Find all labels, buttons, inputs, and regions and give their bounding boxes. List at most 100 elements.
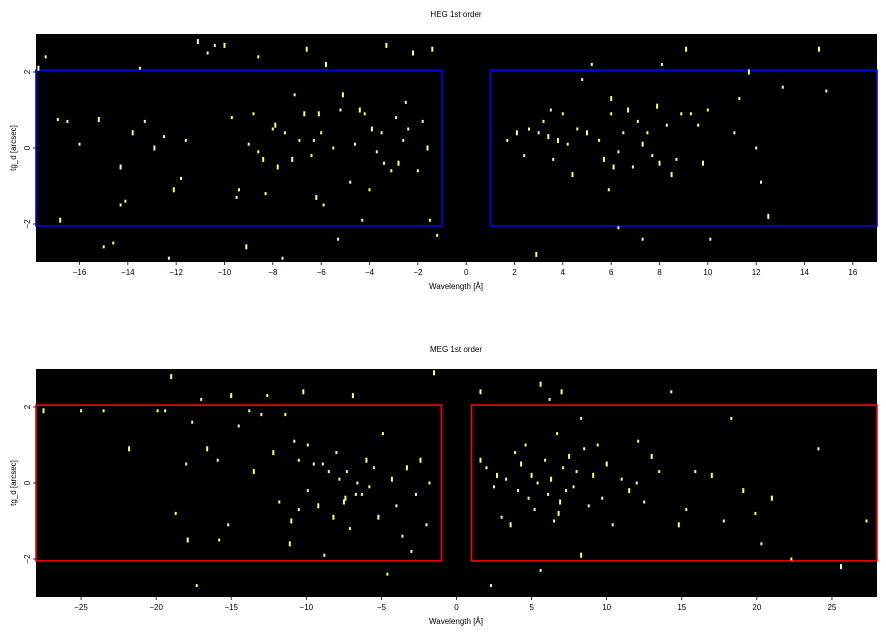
heg-point bbox=[590, 62, 593, 66]
heg-x-tick-label: −6 bbox=[317, 268, 327, 277]
meg-x-tick-label: −25 bbox=[74, 603, 88, 612]
heg-point bbox=[252, 112, 255, 116]
heg-point bbox=[385, 42, 388, 48]
meg-point bbox=[635, 481, 638, 485]
heg-point bbox=[271, 127, 274, 131]
meg-point bbox=[200, 397, 203, 401]
meg-point bbox=[560, 389, 563, 395]
meg-point bbox=[248, 409, 251, 413]
heg-point bbox=[549, 108, 552, 112]
heg-x-tick-label: −4 bbox=[365, 268, 375, 277]
meg-point bbox=[390, 476, 393, 482]
meg-point bbox=[284, 413, 287, 417]
heg-point bbox=[506, 138, 509, 142]
heg-x-tick-label: 16 bbox=[848, 268, 857, 277]
meg-point bbox=[306, 443, 309, 447]
heg-point bbox=[283, 131, 286, 135]
meg-x-tick-label: 15 bbox=[677, 603, 686, 612]
heg-point bbox=[421, 119, 424, 123]
meg-point bbox=[128, 446, 131, 452]
heg-point bbox=[523, 154, 526, 158]
meg-y-tick-label: 2 bbox=[23, 404, 32, 409]
heg-point bbox=[247, 142, 250, 146]
meg-x-ticks: −25 −20 −15 −10 −5 0 5 10 15 20 25 bbox=[74, 597, 837, 612]
heg-point bbox=[767, 213, 770, 219]
meg-point bbox=[195, 584, 198, 588]
meg-point bbox=[338, 477, 341, 481]
meg-point bbox=[327, 470, 330, 474]
meg-plot-area bbox=[36, 369, 877, 597]
meg-point bbox=[368, 485, 371, 489]
heg-point bbox=[431, 46, 434, 52]
meg-point bbox=[557, 510, 560, 516]
heg-point bbox=[547, 134, 550, 140]
heg-point bbox=[528, 127, 530, 131]
meg-point bbox=[754, 511, 757, 515]
heg-point bbox=[138, 66, 141, 70]
meg-point bbox=[548, 397, 551, 401]
meg-point bbox=[650, 453, 653, 459]
meg-point bbox=[419, 457, 422, 463]
heg-point bbox=[631, 165, 634, 169]
heg-chart: HEG 1st order −16 −14 −12 −10 −8 −6 −4 −2 0 2 4 6 8 1… bbox=[9, 10, 878, 291]
meg-point bbox=[760, 542, 763, 546]
heg-point bbox=[612, 164, 615, 170]
heg-point bbox=[305, 46, 308, 52]
meg-point bbox=[643, 500, 646, 504]
heg-point bbox=[78, 142, 81, 146]
meg-point bbox=[580, 552, 583, 558]
heg-point bbox=[576, 127, 579, 131]
heg-point bbox=[755, 146, 758, 150]
heg-point bbox=[397, 160, 400, 166]
heg-x-tick-label: −14 bbox=[121, 268, 135, 277]
heg-point bbox=[66, 119, 69, 123]
heg-point bbox=[363, 112, 366, 116]
heg-point bbox=[293, 93, 296, 97]
meg-point bbox=[553, 519, 556, 523]
meg-point bbox=[288, 541, 291, 547]
heg-point bbox=[733, 131, 736, 135]
heg-title: HEG 1st order bbox=[430, 10, 481, 19]
heg-x-tick-label: 8 bbox=[657, 268, 662, 277]
meg-point bbox=[770, 495, 773, 501]
heg-point bbox=[97, 117, 100, 122]
meg-point bbox=[323, 553, 326, 557]
meg-point bbox=[174, 511, 177, 515]
heg-point bbox=[426, 145, 429, 151]
heg-point bbox=[617, 150, 620, 154]
heg-point bbox=[337, 237, 340, 241]
heg-point bbox=[535, 251, 538, 257]
meg-point bbox=[401, 534, 404, 538]
meg-point bbox=[637, 439, 640, 443]
meg-point bbox=[565, 489, 568, 493]
meg-point bbox=[485, 466, 488, 470]
heg-region-box bbox=[489, 69, 878, 227]
heg-point bbox=[354, 142, 356, 146]
meg-point bbox=[517, 489, 520, 493]
meg-region-box bbox=[470, 404, 878, 562]
heg-point bbox=[610, 112, 613, 116]
heg-point bbox=[402, 138, 405, 142]
heg-point bbox=[825, 89, 828, 93]
meg-point bbox=[605, 461, 608, 467]
meg-point bbox=[381, 432, 384, 436]
heg-point bbox=[586, 130, 588, 136]
heg-point bbox=[315, 194, 318, 200]
heg-point bbox=[230, 116, 233, 120]
meg-point bbox=[840, 564, 842, 570]
meg-point bbox=[156, 409, 159, 413]
heg-x-tick-label: 12 bbox=[752, 268, 761, 277]
heg-point bbox=[298, 138, 301, 142]
heg-point bbox=[167, 256, 170, 260]
meg-point bbox=[539, 568, 542, 572]
heg-point bbox=[571, 172, 574, 178]
heg-point bbox=[390, 169, 393, 173]
meg-point bbox=[428, 481, 431, 485]
meg-point bbox=[227, 523, 230, 527]
heg-point bbox=[119, 164, 122, 170]
heg-point bbox=[153, 145, 156, 151]
heg-point bbox=[339, 108, 342, 112]
meg-x-tick-label: 10 bbox=[602, 603, 611, 612]
heg-point bbox=[428, 218, 431, 222]
meg-point bbox=[817, 447, 820, 451]
